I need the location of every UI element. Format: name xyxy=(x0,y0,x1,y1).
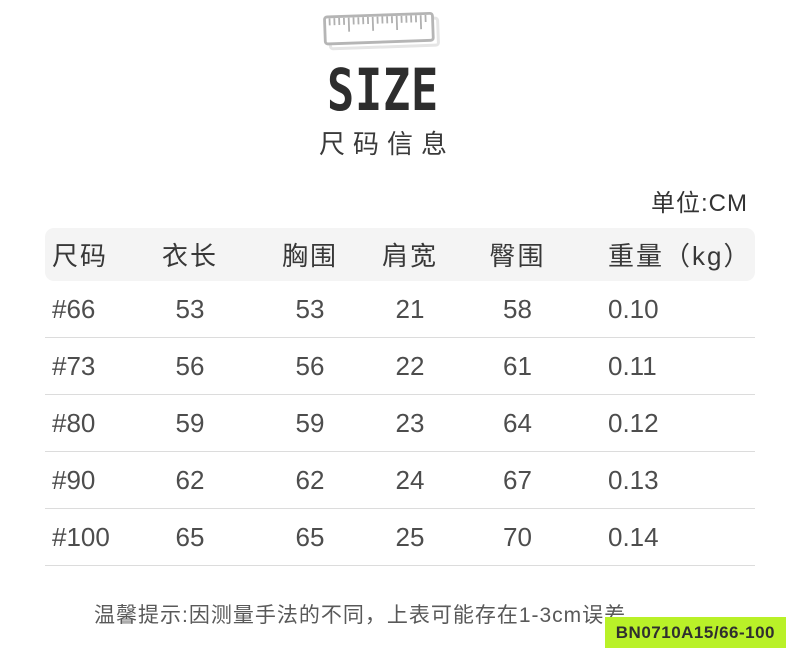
table-row: #66 53 53 21 58 0.10 xyxy=(45,281,755,338)
title-block: SIZE 尺码信息 xyxy=(0,8,783,161)
table-cell: 64 xyxy=(503,407,532,438)
table-cell: 22 xyxy=(395,350,425,381)
unit-label: 单位:CM xyxy=(651,190,748,217)
table-cell: 70 xyxy=(503,521,532,552)
table-cell: 0.12 xyxy=(608,407,659,438)
size-table: 尺码 衣长 胸围 肩宽 臀围 重量（kg） #66 53 53 21 58 0.10 #73 56 56 2… xyxy=(45,228,755,566)
table-cell: 62 xyxy=(175,464,205,495)
table-cell: 65 xyxy=(295,521,325,552)
table-cell: 53 xyxy=(175,293,205,324)
table-cell: #90 xyxy=(52,464,96,495)
table-row: #90 62 62 24 67 0.13 xyxy=(45,452,755,509)
table-cell: 24 xyxy=(395,464,425,495)
table-cell: 61 xyxy=(503,350,532,381)
table-cell: #80 xyxy=(52,407,96,438)
table-cell: 23 xyxy=(395,407,425,438)
table-cell: 56 xyxy=(175,350,205,381)
table-cell: 25 xyxy=(395,521,425,552)
size-table-header-row: 尺码 衣长 胸围 肩宽 臀围 重量（kg） xyxy=(45,228,755,281)
table-cell: 0.14 xyxy=(608,521,659,552)
column-header: 尺码 xyxy=(52,241,109,271)
ruler-icon xyxy=(316,8,450,56)
table-cell: 0.13 xyxy=(608,464,659,495)
table-cell: 56 xyxy=(295,350,325,381)
table-cell: 0.10 xyxy=(608,293,659,324)
table-cell: 21 xyxy=(395,293,425,324)
table-row: #100 65 65 25 70 0.14 xyxy=(45,509,755,566)
table-cell: #66 xyxy=(52,293,96,324)
size-table-body: #66 53 53 21 58 0.10 #73 56 56 22 61 0.11 #80 59 59 23 6… xyxy=(45,281,755,566)
page-subtitle: 尺码信息 xyxy=(318,129,455,159)
table-cell: #100 xyxy=(52,521,110,552)
table-cell: #73 xyxy=(52,350,96,381)
column-header: 胸围 xyxy=(281,241,338,271)
table-cell: 59 xyxy=(295,407,325,438)
page-title: SIZE xyxy=(326,56,440,124)
measurement-tip-note: 温馨提示:因测量手法的不同，上表可能存在1-3cm误差 xyxy=(94,604,627,627)
table-cell: 59 xyxy=(175,407,205,438)
column-header: 重量（kg） xyxy=(608,241,752,271)
table-cell: 58 xyxy=(503,293,532,324)
column-header: 臀围 xyxy=(489,241,546,271)
column-header: 衣长 xyxy=(161,241,218,271)
table-cell: 62 xyxy=(295,464,325,495)
table-row: #80 59 59 23 64 0.12 xyxy=(45,395,755,452)
table-cell: 65 xyxy=(175,521,205,552)
table-cell: 53 xyxy=(295,293,325,324)
product-code-badge: BN0710A15/66-100 xyxy=(604,617,786,648)
column-header: 肩宽 xyxy=(381,241,438,271)
table-cell: 67 xyxy=(503,464,532,495)
table-cell: 0.11 xyxy=(608,350,657,381)
table-row: #73 56 56 22 61 0.11 xyxy=(45,338,755,395)
